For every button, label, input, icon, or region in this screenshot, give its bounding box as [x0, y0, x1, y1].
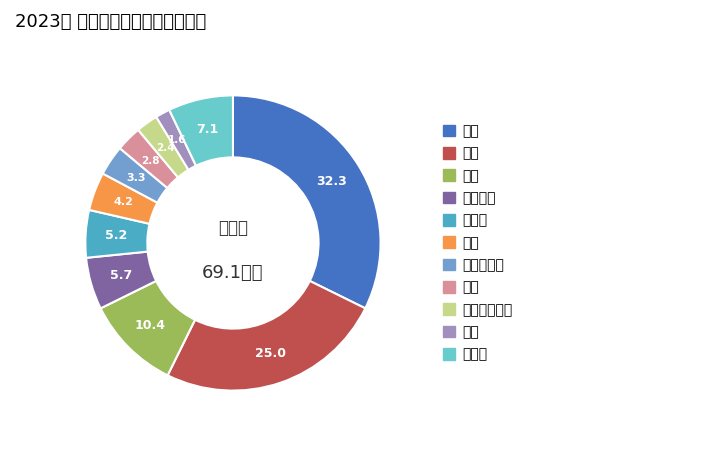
- Text: 1.6: 1.6: [168, 135, 186, 145]
- Text: 総　額: 総 額: [218, 219, 248, 237]
- Text: 25.0: 25.0: [255, 347, 286, 360]
- Wedge shape: [120, 130, 178, 188]
- Legend: 中国, 米国, 韓国, ベトナム, カナダ, 台湾, フィリピン, タイ, インドネシア, 英国, その他: 中国, 米国, 韓国, ベトナム, カナダ, 台湾, フィリピン, タイ, イン…: [443, 124, 513, 362]
- Text: 5.7: 5.7: [110, 269, 132, 282]
- Text: 2.4: 2.4: [156, 143, 174, 153]
- Text: 5.2: 5.2: [106, 229, 127, 242]
- Text: 3.3: 3.3: [127, 173, 146, 183]
- Wedge shape: [103, 148, 167, 202]
- Wedge shape: [85, 210, 149, 258]
- Text: 4.2: 4.2: [114, 197, 134, 207]
- Wedge shape: [157, 110, 196, 170]
- Text: 7.1: 7.1: [196, 123, 218, 136]
- Text: 10.4: 10.4: [135, 319, 166, 332]
- Wedge shape: [100, 281, 195, 375]
- Text: 32.3: 32.3: [317, 175, 347, 188]
- Text: 69.1億円: 69.1億円: [202, 264, 264, 282]
- Wedge shape: [170, 95, 233, 166]
- Wedge shape: [89, 174, 157, 224]
- Wedge shape: [233, 95, 381, 308]
- Text: 2.8: 2.8: [141, 156, 159, 166]
- Wedge shape: [167, 281, 365, 391]
- Text: 2023年 輸出相手国のシェア（％）: 2023年 輸出相手国のシェア（％）: [15, 14, 206, 32]
- Wedge shape: [138, 117, 189, 177]
- Wedge shape: [86, 252, 157, 308]
